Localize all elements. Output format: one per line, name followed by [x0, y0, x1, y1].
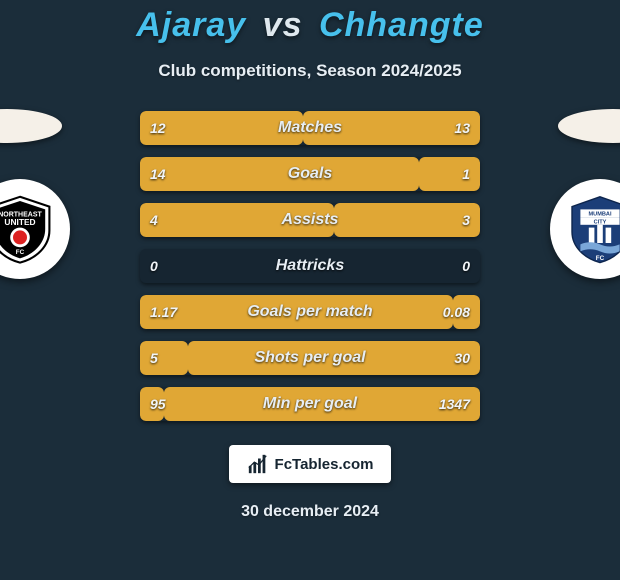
stat-fill-right [419, 157, 480, 191]
stat-row: 0 0Hattricks [140, 249, 480, 283]
stat-fill-left [140, 295, 453, 329]
stat-fill-left [140, 387, 164, 421]
stat-row: 530Shots per goal [140, 341, 480, 375]
stat-value-right: 0 [462, 258, 470, 274]
svg-text:FC: FC [596, 255, 605, 262]
mumbai-city-icon: MUMBAI CITY FC [565, 194, 620, 264]
player2-name: Chhangte [319, 6, 484, 44]
svg-text:MUMBAI: MUMBAI [589, 212, 612, 218]
vs-separator: vs [263, 6, 303, 44]
club-badge-left: NORTHEAST UNITED FC [0, 179, 70, 279]
stat-row: 951347Min per goal [140, 387, 480, 421]
stat-fill-left [140, 111, 303, 145]
stat-label: Hattricks [140, 257, 480, 275]
date-text: 30 december 2024 [0, 503, 620, 521]
player1-name: Ajaray [136, 6, 246, 44]
subtitle: Club competitions, Season 2024/2025 [0, 61, 620, 81]
player2-photo-placeholder [558, 109, 620, 143]
stat-fill-left [140, 341, 188, 375]
svg-text:FC: FC [16, 249, 25, 256]
brand-badge: FcTables.com [229, 445, 391, 483]
stat-fill-left [140, 203, 334, 237]
chart-icon [247, 453, 269, 475]
svg-text:UNITED: UNITED [4, 217, 35, 227]
club-badge-right: MUMBAI CITY FC [550, 179, 620, 279]
stats-container: 1213Matches 141Goals 43Assists 0 0Hattricks 1… [140, 111, 480, 421]
stat-fill-right [334, 203, 480, 237]
stat-row: 1.170.08Goals per match [140, 295, 480, 329]
svg-text:CITY: CITY [594, 219, 607, 225]
stat-row: 141Goals [140, 157, 480, 191]
player1-photo-placeholder [0, 109, 62, 143]
stat-fill-right [188, 341, 480, 375]
stat-fill-right [164, 387, 480, 421]
stat-row: 43Assists [140, 203, 480, 237]
stat-row: 1213Matches [140, 111, 480, 145]
comparison-title: Ajaray vs Chhangte [0, 0, 620, 45]
northeast-united-icon: NORTHEAST UNITED FC [0, 194, 55, 264]
content-area: NORTHEAST UNITED FC MUMBAI CITY FC 1213M… [0, 111, 620, 421]
brand-text: FcTables.com [275, 456, 374, 473]
stat-fill-left [140, 157, 419, 191]
stat-fill-right [303, 111, 480, 145]
stat-value-left: 0 [150, 258, 158, 274]
stat-fill-right [453, 295, 480, 329]
